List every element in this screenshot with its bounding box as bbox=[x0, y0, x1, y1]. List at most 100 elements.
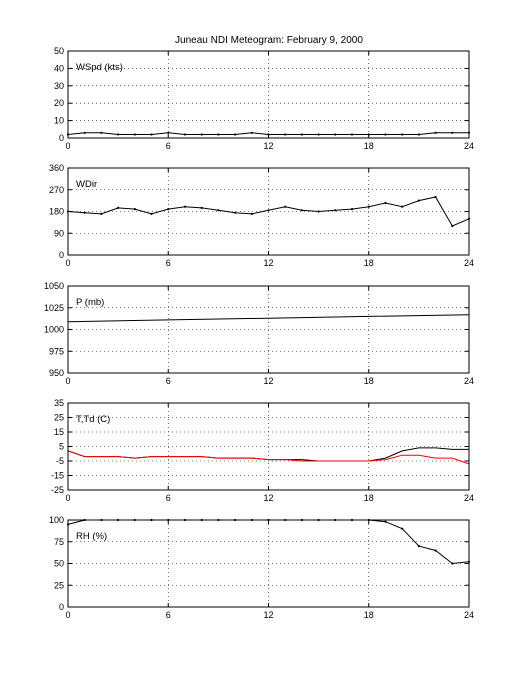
data-point bbox=[250, 131, 253, 134]
panel-label: P (mb) bbox=[76, 297, 104, 308]
y-tick-label: 360 bbox=[49, 163, 64, 173]
data-point bbox=[83, 131, 86, 134]
data-point bbox=[133, 133, 136, 136]
data-point bbox=[384, 201, 387, 205]
data-point bbox=[100, 212, 103, 215]
panel-2: 0 6 12 18 24 0 90 180 270 360 WDir bbox=[49, 163, 474, 268]
data-point bbox=[217, 133, 220, 136]
x-tick-label: 6 bbox=[166, 258, 171, 268]
data-point bbox=[451, 562, 454, 565]
y-tick-label: 180 bbox=[49, 207, 64, 217]
x-tick-label: 0 bbox=[65, 376, 70, 386]
x-tick-label: 6 bbox=[166, 141, 171, 151]
panel-5: 0 6 12 18 24 0 25 50 75 100 RH (%) bbox=[49, 515, 474, 620]
y-tick-label: -5 bbox=[56, 456, 64, 466]
data-point bbox=[434, 195, 437, 199]
y-tick-label: 50 bbox=[54, 46, 64, 56]
y-tick-label: 40 bbox=[54, 63, 64, 73]
data-point bbox=[350, 133, 354, 136]
data-point bbox=[367, 205, 370, 208]
panel-4: 0 6 12 18 24 -25 -15 -5 5 15 25 35 T,Td (C) bbox=[51, 398, 474, 503]
x-tick-label: 12 bbox=[263, 141, 273, 151]
data-point bbox=[234, 211, 237, 214]
panel-1: 0 6 12 18 24 0 10 20 30 40 50 WSpd (kts) bbox=[54, 46, 474, 151]
y-tick-label: 10 bbox=[54, 116, 64, 126]
y-tick-label: 90 bbox=[54, 228, 64, 238]
y-tick-label: 1025 bbox=[44, 303, 64, 313]
data-point bbox=[401, 527, 404, 530]
x-tick-label: 24 bbox=[464, 141, 474, 151]
data-point bbox=[117, 133, 120, 136]
y-tick-label: 35 bbox=[54, 398, 64, 408]
data-point bbox=[83, 211, 86, 214]
x-tick-label: 24 bbox=[464, 493, 474, 503]
series-line-2 bbox=[67, 450, 470, 465]
data-point bbox=[167, 131, 170, 134]
data-point bbox=[451, 224, 454, 228]
data-point bbox=[284, 133, 287, 136]
x-tick-label: 0 bbox=[65, 258, 70, 268]
data-point bbox=[150, 133, 153, 136]
x-tick-label: 24 bbox=[464, 610, 474, 620]
y-tick-label: 975 bbox=[49, 346, 64, 356]
y-tick-label: 0 bbox=[59, 250, 64, 260]
x-tick-label: 18 bbox=[364, 493, 374, 503]
data-point bbox=[284, 205, 287, 208]
data-point bbox=[401, 205, 404, 208]
y-tick-label: 15 bbox=[54, 427, 64, 437]
panel-label: WSpd (kts) bbox=[76, 62, 123, 73]
x-tick-label: 6 bbox=[166, 610, 171, 620]
y-tick-label: 30 bbox=[54, 81, 64, 91]
data-point bbox=[434, 131, 437, 134]
data-point bbox=[133, 208, 136, 211]
data-point bbox=[150, 212, 153, 215]
panel-label: WDir bbox=[76, 179, 97, 190]
y-tick-label: 25 bbox=[54, 580, 64, 590]
data-point bbox=[267, 209, 270, 212]
y-tick-label: 75 bbox=[54, 537, 64, 547]
x-tick-label: 24 bbox=[464, 258, 474, 268]
series-line-1 bbox=[67, 314, 470, 323]
data-point bbox=[100, 131, 103, 134]
y-tick-label: -15 bbox=[51, 471, 64, 481]
x-tick-label: 0 bbox=[65, 493, 70, 503]
data-point bbox=[350, 208, 354, 211]
y-tick-label: 1050 bbox=[44, 281, 64, 291]
data-point bbox=[217, 209, 220, 212]
data-point bbox=[300, 209, 303, 212]
y-tick-label: 0 bbox=[59, 133, 64, 143]
x-tick-label: 24 bbox=[464, 376, 474, 386]
y-tick-label: 100 bbox=[49, 515, 64, 525]
y-tick-label: 0 bbox=[59, 602, 64, 612]
figure-title: Juneau NDI Meteogram: February 9, 2000 bbox=[175, 35, 363, 46]
panel-3: 0 6 12 18 24 950 975 1000 1025 1050 P (mb) bbox=[44, 281, 474, 386]
data-point bbox=[200, 206, 203, 209]
x-tick-label: 12 bbox=[263, 376, 273, 386]
data-point bbox=[117, 206, 120, 209]
y-tick-label: 5 bbox=[59, 442, 64, 452]
x-tick-label: 0 bbox=[65, 141, 70, 151]
y-tick-label: 270 bbox=[49, 185, 64, 195]
data-point bbox=[300, 133, 303, 136]
data-point bbox=[234, 133, 237, 136]
x-tick-label: 6 bbox=[166, 493, 171, 503]
y-tick-label: 950 bbox=[49, 368, 64, 378]
data-point bbox=[451, 131, 454, 134]
data-point bbox=[401, 133, 404, 136]
x-tick-label: 18 bbox=[364, 141, 374, 151]
data-point bbox=[334, 133, 337, 136]
y-tick-label: -25 bbox=[51, 485, 64, 495]
y-tick-label: 50 bbox=[54, 559, 64, 569]
x-tick-label: 18 bbox=[364, 258, 374, 268]
data-point bbox=[417, 199, 420, 202]
data-point bbox=[167, 208, 170, 211]
x-tick-label: 12 bbox=[263, 493, 273, 503]
data-point bbox=[434, 549, 437, 552]
data-point bbox=[384, 133, 387, 136]
data-point bbox=[317, 210, 320, 213]
data-point bbox=[417, 545, 420, 548]
data-point bbox=[334, 209, 337, 212]
data-point bbox=[417, 133, 420, 136]
